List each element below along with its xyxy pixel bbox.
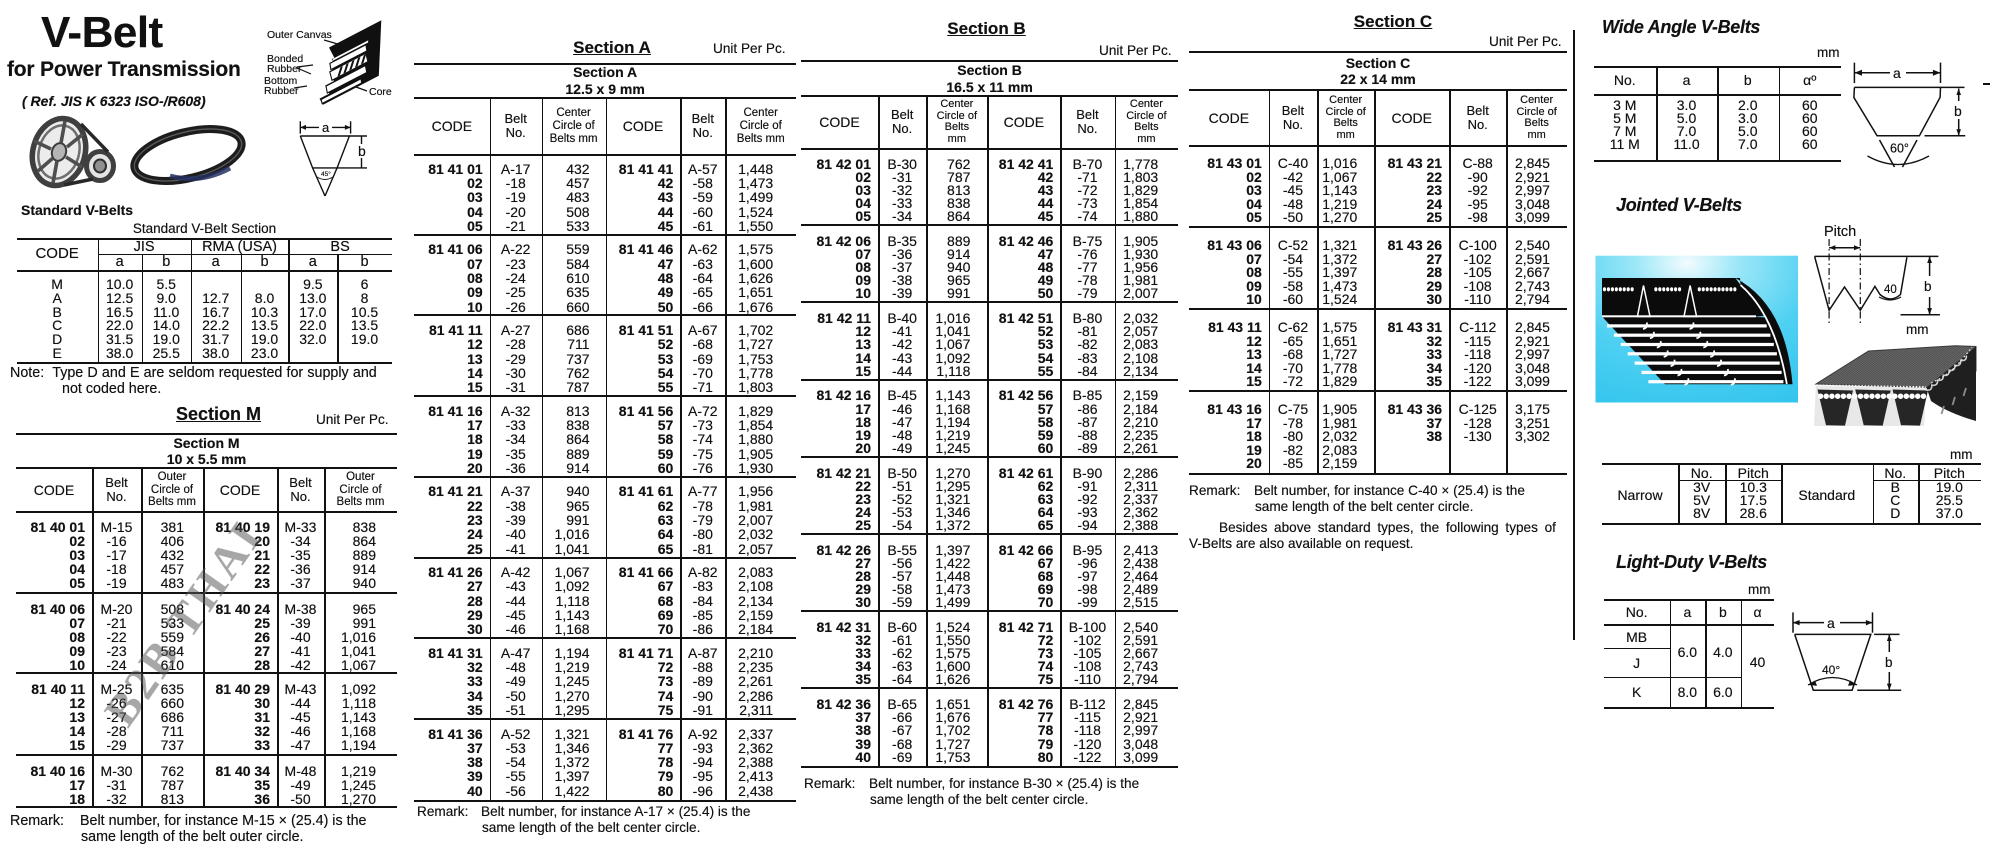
svg-text:b: b xyxy=(358,143,366,159)
svg-text:a: a xyxy=(1893,65,1901,81)
svg-text:Bottom: Bottom xyxy=(264,75,298,87)
svg-text:Bonded: Bonded xyxy=(267,53,303,65)
svg-text:a: a xyxy=(322,120,330,135)
svg-text:a: a xyxy=(1827,615,1835,631)
svg-text:Rubber: Rubber xyxy=(267,63,302,75)
svg-text:b: b xyxy=(1954,103,1962,119)
svg-text:45°: 45° xyxy=(321,170,331,178)
svg-text:b: b xyxy=(1924,279,1932,294)
svg-text:40°: 40° xyxy=(1822,663,1840,677)
svg-text:40: 40 xyxy=(1884,284,1897,296)
svg-text:60°: 60° xyxy=(1890,142,1909,156)
svg-text:Core: Core xyxy=(369,86,392,98)
svg-text:Rubber: Rubber xyxy=(264,85,299,97)
svg-text:b: b xyxy=(1885,655,1893,670)
svg-text:Outer Canvas: Outer Canvas xyxy=(267,29,332,41)
